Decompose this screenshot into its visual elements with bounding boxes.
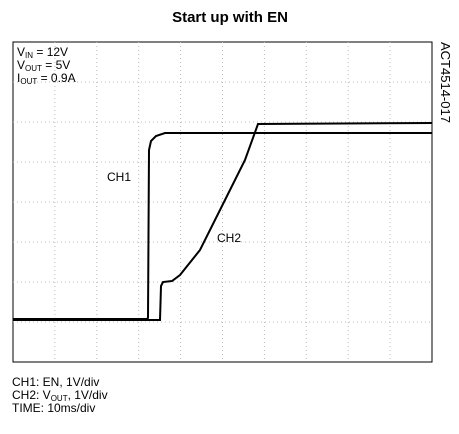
text-part: CH1: EN, 1V/div xyxy=(12,375,99,389)
text-part: , 1V/div xyxy=(68,388,108,402)
text-part: = 12V xyxy=(33,45,68,59)
trace-label: CH1 xyxy=(107,170,131,184)
grid xyxy=(13,42,432,362)
side-label: ACT4514-017 xyxy=(438,42,453,123)
text-part: = 0.9A xyxy=(37,71,75,85)
text-line: CH1: EN, 1V/div xyxy=(12,375,99,389)
text-part: OUT xyxy=(20,77,37,86)
text-part: OUT xyxy=(51,394,68,403)
text-line: VIN = 12V xyxy=(17,45,68,60)
text-part: = 5V xyxy=(42,58,70,72)
title: Start up with EN xyxy=(172,9,288,26)
text-line: IOUT = 0.9A xyxy=(17,71,76,86)
text-line: VOUT = 5V xyxy=(17,58,70,73)
text-part: OUT xyxy=(25,64,42,73)
ch1-trace xyxy=(13,132,432,320)
text-part: CH2: V xyxy=(12,388,51,402)
text-part: V xyxy=(17,45,25,59)
text-line: CH2: VOUT, 1V/div xyxy=(12,388,108,403)
ch2-trace xyxy=(13,122,433,321)
text-line: TIME: 10ms/div xyxy=(12,401,95,415)
text-part: TIME: 10ms/div xyxy=(12,401,95,415)
text-part: I xyxy=(17,71,20,85)
trace-label: CH2 xyxy=(217,231,241,245)
text-part: V xyxy=(17,58,25,72)
text-part: IN xyxy=(25,51,33,60)
